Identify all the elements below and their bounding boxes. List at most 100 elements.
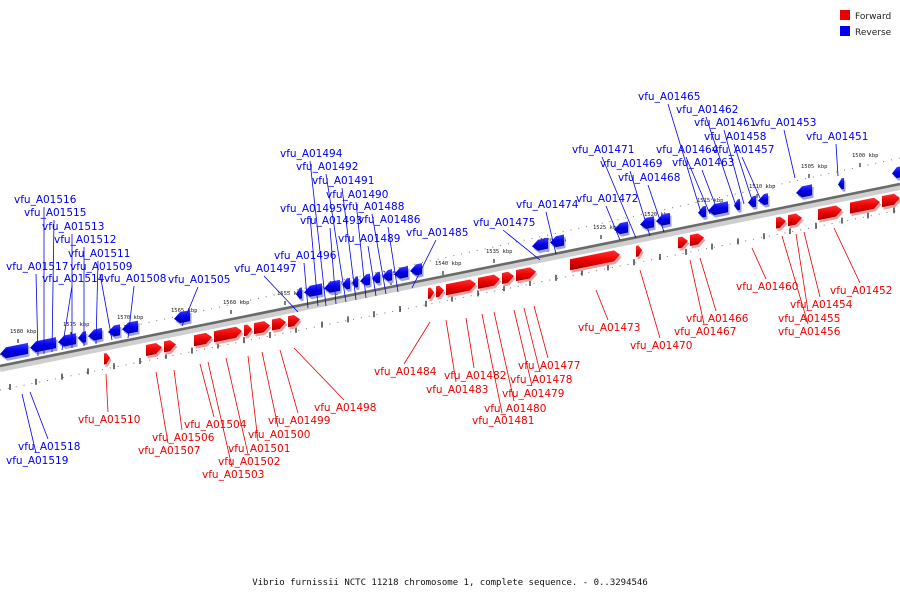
gene-leader-line bbox=[836, 144, 838, 176]
reverse-gene-arrow[interactable] bbox=[758, 193, 768, 205]
gene-leader-line bbox=[304, 263, 308, 308]
gene-label-forward[interactable]: vfu_A01473 bbox=[578, 322, 640, 334]
gene-label-reverse[interactable]: vfu_A01496 bbox=[274, 250, 337, 262]
gene-label-forward[interactable]: vfu_A01481 bbox=[472, 415, 534, 427]
legend-swatch-forward bbox=[840, 10, 850, 20]
gene-leader-line bbox=[200, 364, 214, 417]
gene-label-forward[interactable]: vfu_A01507 bbox=[138, 445, 200, 457]
gene-label-reverse[interactable]: vfu_A01515 bbox=[24, 207, 86, 219]
gene-label-reverse[interactable]: vfu_A01462 bbox=[676, 104, 738, 116]
gene-label-reverse[interactable]: vfu_A01491 bbox=[312, 175, 374, 187]
gene-label-reverse[interactable]: vfu_A01472 bbox=[576, 193, 638, 205]
gene-label-forward[interactable]: vfu_A01482 bbox=[444, 370, 506, 382]
gene-leader-line bbox=[702, 170, 718, 212]
gene-label-reverse[interactable]: vfu_A01497 bbox=[234, 263, 296, 275]
reverse-gene-arrow[interactable] bbox=[360, 274, 370, 286]
gene-label-reverse[interactable]: vfu_A01457 bbox=[712, 144, 774, 156]
gene-leader-line bbox=[208, 362, 232, 467]
gene-label-reverse[interactable]: vfu_A01489 bbox=[338, 233, 400, 245]
gene-leader-line bbox=[368, 246, 376, 296]
gene-label-forward[interactable]: vfu_A01480 bbox=[484, 403, 546, 415]
gene-leader-line bbox=[804, 232, 820, 297]
gene-label-forward[interactable]: vfu_A01466 bbox=[686, 313, 749, 325]
gene-label-reverse[interactable]: vfu_A01453 bbox=[754, 117, 816, 129]
gene-leader-line bbox=[404, 322, 430, 364]
gene-label-reverse[interactable]: vfu_A01495 bbox=[280, 203, 342, 215]
gene-label-reverse[interactable]: vfu_A01492 bbox=[296, 161, 358, 173]
gene-label-reverse[interactable]: vfu_A01475 bbox=[473, 217, 535, 229]
gene-label-forward[interactable]: vfu_A01460 bbox=[736, 281, 798, 293]
gene-label-reverse[interactable]: vfu_A01471 bbox=[572, 144, 634, 156]
gene-label-reverse[interactable]: vfu_A01514 bbox=[42, 273, 105, 285]
gene-label-reverse[interactable]: vfu_A01516 bbox=[14, 194, 77, 206]
gene-label-reverse[interactable]: vfu_A01508 bbox=[104, 273, 166, 285]
gene-leader-line bbox=[640, 270, 660, 338]
gene-leader-line bbox=[834, 228, 860, 283]
scale-tick-label: 1510 kbp bbox=[749, 184, 776, 190]
gene-label-forward[interactable]: vfu_A01498 bbox=[314, 402, 376, 414]
gene-label-forward[interactable]: vfu_A01501 bbox=[228, 443, 290, 455]
gene-label-reverse[interactable]: vfu_A01468 bbox=[618, 172, 680, 184]
gene-label-forward[interactable]: vfu_A01454 bbox=[790, 299, 853, 311]
gene-label-forward[interactable]: vfu_A01452 bbox=[830, 285, 892, 297]
gene-label-forward[interactable]: vfu_A01456 bbox=[778, 326, 841, 338]
gene-label-forward[interactable]: vfu_A01504 bbox=[184, 419, 247, 431]
gene-leader-line bbox=[534, 306, 548, 358]
gene-label-reverse[interactable]: vfu_A01465 bbox=[638, 91, 700, 103]
gene-label-reverse[interactable]: vfu_A01494 bbox=[280, 148, 343, 160]
gene-label-forward[interactable]: vfu_A01467 bbox=[674, 326, 736, 338]
gene-label-reverse[interactable]: vfu_A01490 bbox=[326, 189, 388, 201]
legend: Forward Reverse bbox=[840, 10, 892, 38]
gene-label-reverse[interactable]: vfu_A01464 bbox=[656, 144, 719, 156]
legend-label-reverse: Reverse bbox=[855, 28, 892, 38]
scale-tick-label: 1500 kbp bbox=[852, 153, 879, 159]
gene-label-forward[interactable]: vfu_A01484 bbox=[374, 366, 437, 378]
gene-label-reverse[interactable]: vfu_A01517 bbox=[6, 261, 68, 273]
scale-tick-label: 1575 kbp bbox=[63, 322, 90, 328]
gene-leader-line bbox=[752, 248, 766, 279]
reverse-gene-arrow[interactable] bbox=[78, 331, 86, 343]
gene-label-reverse[interactable]: vfu_A01513 bbox=[42, 221, 104, 233]
gene-leader-line bbox=[294, 348, 344, 400]
gene-label-forward[interactable]: vfu_A01455 bbox=[778, 313, 840, 325]
gene-leader-line bbox=[596, 290, 608, 320]
gene-leader-line bbox=[606, 206, 620, 240]
scale-tick-label: 1535 kbp bbox=[486, 249, 513, 255]
gene-label-forward[interactable]: vfu_A01483 bbox=[426, 384, 488, 396]
gene-label-reverse[interactable]: vfu_A01451 bbox=[806, 131, 868, 143]
scale-tick-label: 1560 kbp bbox=[223, 300, 250, 306]
gene-label-forward[interactable]: vfu_A01502 bbox=[218, 456, 280, 468]
gene-leader-line bbox=[280, 350, 298, 413]
gene-label-reverse[interactable]: vfu_A01512 bbox=[54, 234, 116, 246]
scale-tick-label: 1540 kbp bbox=[435, 261, 462, 267]
gene-label-forward[interactable]: vfu_A01510 bbox=[78, 414, 140, 426]
gene-label-reverse[interactable]: vfu_A01505 bbox=[168, 274, 230, 286]
gene-label-forward[interactable]: vfu_A01506 bbox=[152, 432, 215, 444]
gene-label-reverse[interactable]: vfu_A01488 bbox=[342, 201, 404, 213]
gene-label-reverse[interactable]: vfu_A01458 bbox=[704, 131, 766, 143]
legend-swatch-reverse bbox=[840, 26, 850, 36]
reverse-gene-arrow[interactable] bbox=[838, 178, 844, 189]
gene-label-reverse[interactable]: vfu_A01518 bbox=[18, 441, 80, 453]
reverse-gene-arrow[interactable] bbox=[734, 199, 740, 210]
gene-label-reverse[interactable]: vfu_A01509 bbox=[70, 261, 132, 273]
reverse-gene-arrow[interactable] bbox=[296, 287, 302, 298]
gene-label-reverse[interactable]: vfu_A01463 bbox=[672, 157, 734, 169]
gene-label-reverse[interactable]: vfu_A01485 bbox=[406, 227, 468, 239]
gene-label-forward[interactable]: vfu_A01503 bbox=[202, 469, 264, 481]
gene-label-forward[interactable]: vfu_A01478 bbox=[510, 374, 572, 386]
gene-label-reverse[interactable]: vfu_A01519 bbox=[6, 455, 68, 467]
legend-label-forward: Forward bbox=[855, 12, 891, 22]
reverse-gene-arrow[interactable] bbox=[748, 196, 756, 208]
gene-label-reverse[interactable]: vfu_A01461 bbox=[694, 117, 756, 129]
reverse-gene-arrow[interactable] bbox=[892, 167, 900, 179]
gene-label-reverse[interactable]: vfu_A01486 bbox=[358, 214, 421, 226]
gene-label-reverse[interactable]: vfu_A01469 bbox=[600, 158, 662, 170]
gene-label-reverse[interactable]: vfu_A01474 bbox=[516, 199, 579, 211]
gene-label-forward[interactable]: vfu_A01470 bbox=[630, 340, 692, 352]
gene-label-reverse[interactable]: vfu_A01493 bbox=[300, 215, 362, 227]
gene-label-reverse[interactable]: vfu_A01511 bbox=[68, 248, 130, 260]
gene-leader-line bbox=[784, 130, 795, 178]
